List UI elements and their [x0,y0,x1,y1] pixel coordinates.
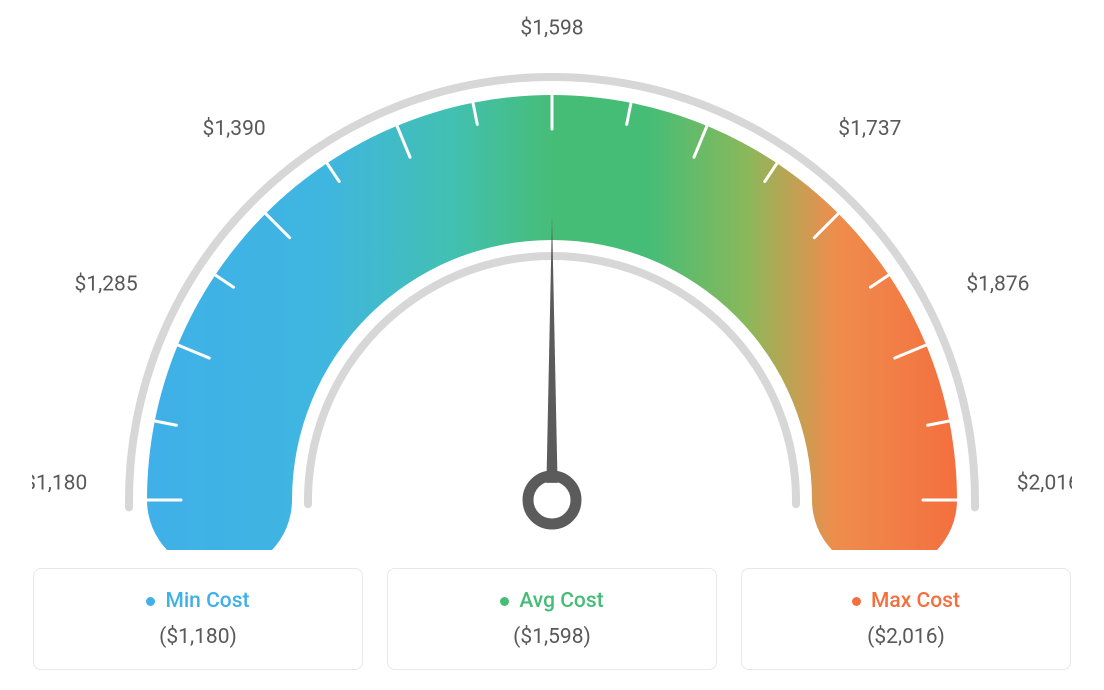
gauge-svg: $1,180 $1,285 $1,390 $1,598 $1,737 $1,876 $2,0… [32,10,1072,550]
legend-label-row: Avg Cost [398,589,706,613]
legend-dot-avg [500,597,509,606]
legend-card-max: Max Cost ($2,016) [741,568,1071,670]
legend-value-min: ($1,180) [44,625,352,649]
gauge-scale-label: $1,737 [838,117,901,141]
cost-gauge: $1,180 $1,285 $1,390 $1,598 $1,737 $1,876 $2,0… [0,0,1104,540]
legend-label-avg: Avg Cost [519,589,603,613]
gauge-scale-label: $1,598 [520,17,583,41]
legend-value-avg: ($1,598) [398,625,706,649]
legend-dot-max [852,597,861,606]
legend-row: Min Cost ($1,180) Avg Cost ($1,598) Max … [0,568,1104,670]
gauge-scale-label: $2,016 [1017,471,1072,495]
gauge-scale-label: $1,285 [75,272,138,296]
legend-label-row: Min Cost [44,589,352,613]
legend-label-row: Max Cost [752,589,1060,613]
legend-dot-min [146,597,155,606]
legend-label-min: Min Cost [165,589,249,613]
legend-card-min: Min Cost ($1,180) [33,568,363,670]
legend-label-max: Max Cost [871,589,960,613]
legend-card-avg: Avg Cost ($1,598) [387,568,717,670]
gauge-scale-label: $1,180 [32,471,87,495]
gauge-scale-label: $1,390 [203,117,266,141]
gauge-needle-hub [528,476,576,524]
legend-value-max: ($2,016) [752,625,1060,649]
gauge-scale-label: $1,876 [966,272,1029,296]
